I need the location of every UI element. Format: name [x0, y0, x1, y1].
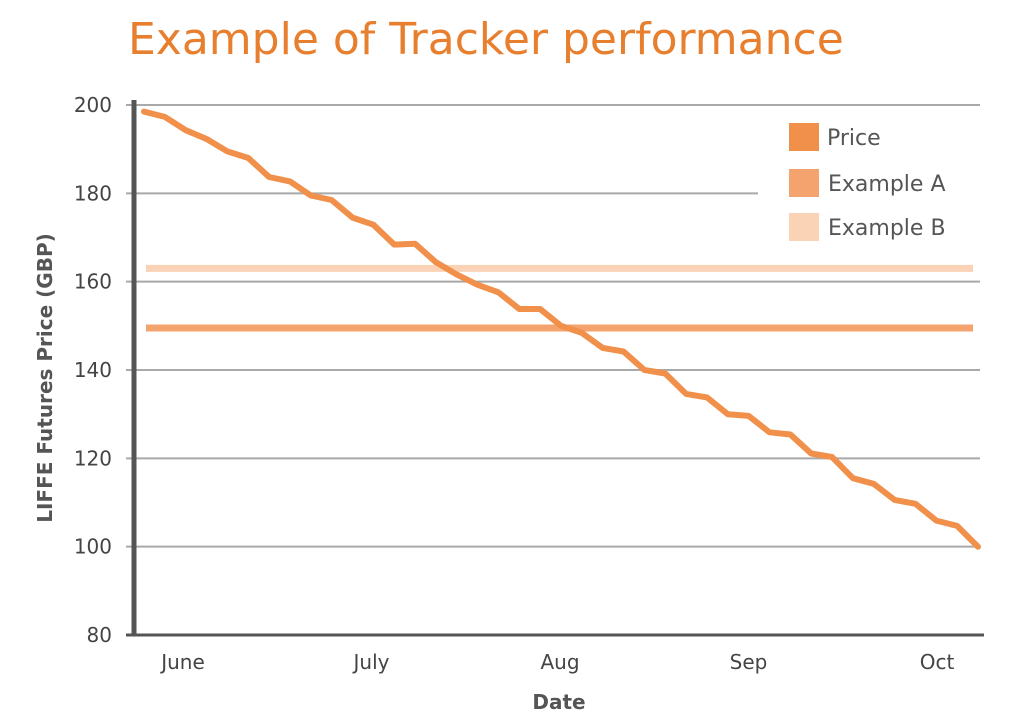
price-series [141, 108, 981, 550]
y-axis-label: LIFFE Futures Price (GBP) [33, 233, 57, 523]
legend-swatch-example-b [789, 213, 819, 241]
legend-swatch-example-a [789, 169, 819, 197]
x-tick-label-sep: Sep [730, 650, 768, 674]
gridlines [126, 104, 980, 548]
axes [126, 100, 984, 637]
legend: Price Example A Example B [789, 123, 946, 241]
legend-label-example-a: Example A [828, 172, 946, 197]
y-tick-label-180: 180 [74, 181, 112, 205]
y-tick-label-140: 140 [74, 358, 112, 382]
x-tick-label-june: June [159, 650, 205, 674]
price-line [141, 108, 981, 550]
y-tick-label-100: 100 [74, 535, 112, 559]
y-tick-label-200: 200 [74, 93, 112, 117]
chart-title: Example of Tracker performance [128, 14, 844, 65]
y-tick-labels: 80 100 120 140 160 180 200 [74, 93, 112, 647]
x-tick-labels: June July Aug Sep Oct [159, 650, 954, 674]
legend-label-example-b: Example B [828, 216, 946, 241]
reference-lines [146, 264, 973, 332]
x-tick-label-oct: Oct [920, 650, 955, 674]
legend-swatch-price [789, 123, 819, 151]
x-tick-label-aug: Aug [540, 650, 579, 674]
x-tick-label-july: July [352, 650, 390, 674]
x-axis-label: Date [532, 690, 585, 714]
legend-label-price: Price [827, 126, 881, 151]
y-tick-label-160: 160 [74, 270, 112, 294]
y-tick-label-80: 80 [87, 623, 112, 647]
y-tick-label-120: 120 [74, 446, 112, 470]
